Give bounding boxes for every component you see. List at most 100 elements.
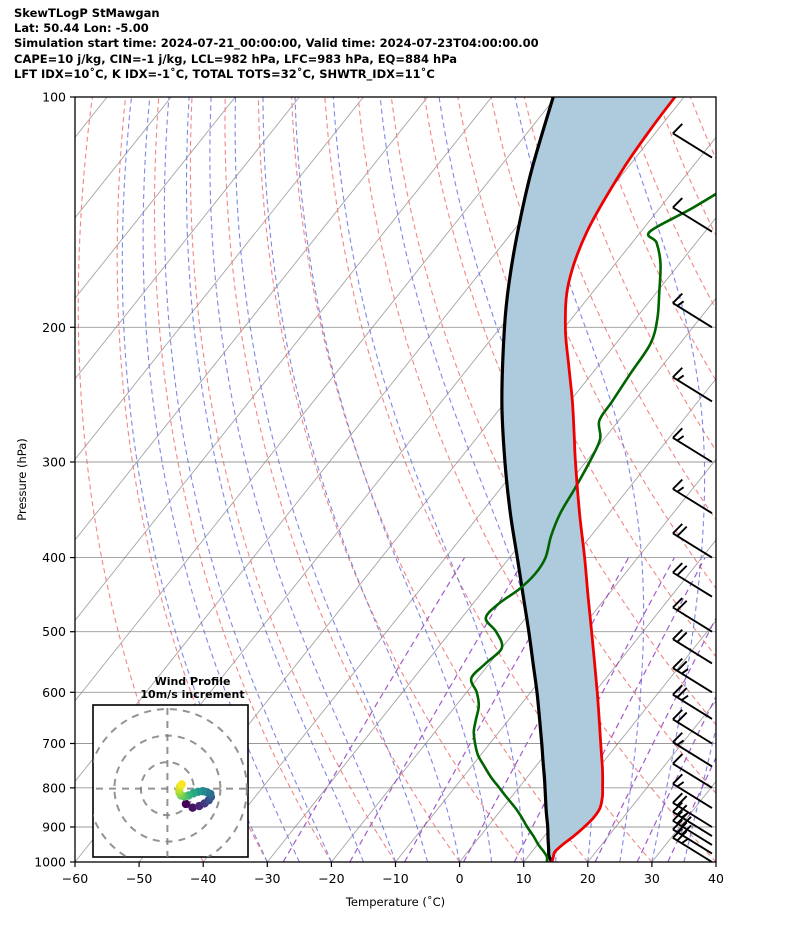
moist-adiabat [294,97,493,862]
wind-barb [672,684,713,720]
wind-barb [672,367,713,403]
dry-adiabat [224,97,461,862]
cape-shaded-region [501,97,675,862]
y-tick-label: 200 [42,320,66,335]
barb-staff [672,819,713,846]
moist-adiabat [121,97,268,862]
barb-feather [676,374,685,381]
barb-staff [672,488,713,515]
barb-staff [672,376,713,403]
barb-staff [672,693,713,720]
wind-barb [672,773,713,809]
moist-adiabat [748,97,794,862]
barb-feather [676,486,685,493]
barb-feather [676,795,688,807]
wind-barb [672,753,713,789]
moist-adiabat [614,97,706,862]
barb-staff [672,206,713,233]
x-axis-label: Temperature (˚C) [345,894,445,909]
isotherm [75,97,300,380]
isotherm [715,861,716,862]
barb-feather [681,837,689,845]
barb-feather [672,810,683,822]
barb-staff [672,811,713,837]
barb-feather [676,525,688,537]
wind-barb [672,478,713,515]
wind-barb-column [672,123,713,863]
barb-feather [672,478,683,490]
barb-staff [672,801,713,828]
moist-adiabat [234,97,429,862]
barb-feather [676,739,685,746]
barb-staff [672,302,713,329]
barb-feather [672,597,683,609]
barb-feather [672,801,683,813]
dry-adiabat [556,97,716,452]
dry-adiabat [189,97,396,862]
barb-feather [672,792,683,804]
barb-feather [681,812,689,819]
barb-feather [676,711,688,723]
dry-adiabat [490,97,716,590]
barb-feather [672,732,683,743]
moist-adiabat [683,726,716,862]
isotherm [523,619,716,862]
barb-staff [672,741,713,768]
barb-staff [672,836,713,863]
barb-feather [681,694,689,701]
x-tick-label: 30 [644,871,660,886]
x-tick-label: −30 [254,871,280,886]
barb-feather [676,300,685,307]
dry-adiabat [790,97,794,775]
barb-staff [672,782,713,809]
y-tick-label: 400 [42,550,66,565]
barb-feather [672,367,683,378]
moist-adiabat [262,97,461,862]
y-tick-label: 600 [42,685,66,700]
y-tick-label: 900 [42,819,66,834]
moist-adiabat [780,97,794,862]
isotherm [780,97,794,862]
y-axis-label: Pressure (hPa) [15,438,29,521]
barb-feather [672,773,683,785]
parcel-curve [500,97,555,862]
barb-feather [672,427,683,439]
wind-barb [672,562,713,598]
dry-adiabat [724,97,794,859]
wind-barb [672,197,713,233]
moist-adiabat [715,859,716,862]
barb-feather [676,660,688,672]
barb-staff [672,667,713,694]
moist-adiabat [185,97,364,862]
wind-barb [672,123,713,159]
y-tick-label: 800 [42,780,66,795]
barb-feather [681,816,692,827]
barb-feather [672,709,683,720]
barb-feather [672,197,683,209]
header-latlon: Lat: 50.44 Lon: -5.00 [14,21,149,36]
y-tick-label: 100 [42,90,66,105]
isotherm [75,97,557,702]
cape-shading [501,97,675,862]
header-title: SkewTLogP StMawgan [14,6,160,20]
isotherm [75,97,364,461]
barb-staff [672,132,713,159]
wind-barb [672,427,713,463]
wind-barb [672,597,713,633]
header-indices-2: LFT IDX=10˚C, K IDX=-1˚C, TOTAL TOTS=32˚… [14,66,435,81]
barb-staff [672,718,713,745]
header-info-block: SkewTLogP StMawgan Lat: 50.44 Lon: -5.00… [14,6,774,82]
barb-staff [672,762,713,789]
y-tick-label: 300 [42,454,66,469]
moist-adiabat [142,97,300,862]
x-tick-label: −10 [382,871,408,886]
barb-staff [672,571,713,598]
barb-feather [681,668,689,675]
wind-barb [672,792,713,828]
barb-feather [676,600,688,611]
y-tick-label: 700 [42,736,66,751]
hodograph-point [181,799,191,809]
dry-adiabat [153,97,332,862]
x-tick-label: 0 [456,871,464,886]
profile-curves [469,97,716,862]
